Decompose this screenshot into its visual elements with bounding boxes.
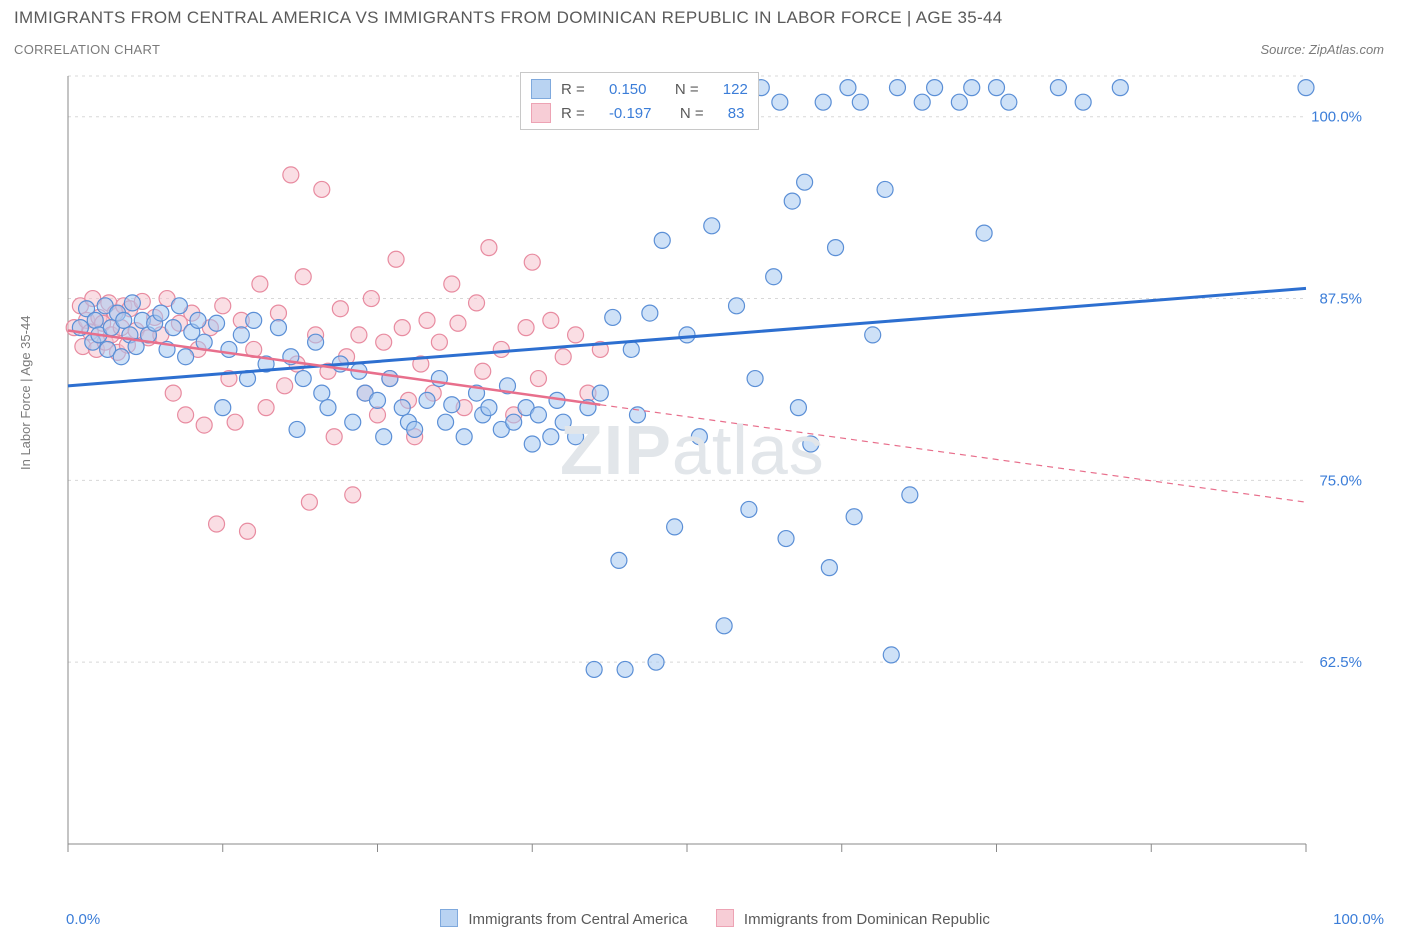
correlation-chart: 62.5% 75.0% 87.5% 100.0% xyxy=(60,70,1386,880)
svg-text:100.0%: 100.0% xyxy=(1311,109,1362,126)
source-label: Source: ZipAtlas.com xyxy=(1260,42,1384,57)
swatch-series-b xyxy=(531,103,551,123)
svg-text:87.5%: 87.5% xyxy=(1319,291,1362,308)
stats-legend: R = 0.150 N = 122 R = -0.197 N = 83 xyxy=(520,72,759,130)
y-axis-label: In Labor Force | Age 35-44 xyxy=(18,316,33,470)
svg-text:75.0%: 75.0% xyxy=(1319,472,1362,489)
swatch-series-b xyxy=(716,909,734,927)
svg-text:62.5%: 62.5% xyxy=(1319,654,1362,671)
swatch-series-a xyxy=(440,909,458,927)
swatch-series-a xyxy=(531,79,551,99)
series-legend: Immigrants from Central America Immigran… xyxy=(0,909,1406,928)
page-title: IMMIGRANTS FROM CENTRAL AMERICA VS IMMIG… xyxy=(14,8,1003,28)
page-subtitle: CORRELATION CHART xyxy=(14,42,160,57)
